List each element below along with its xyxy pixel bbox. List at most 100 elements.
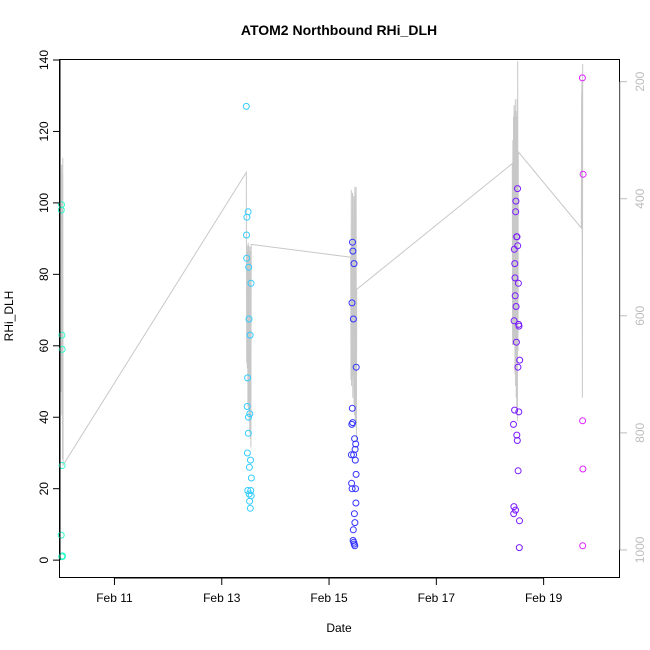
data-point — [351, 456, 359, 464]
data-point — [348, 485, 356, 493]
data-point — [510, 503, 518, 511]
y-axis-label: RHi_DLH — [2, 291, 16, 342]
data-point — [352, 363, 360, 371]
data-point — [514, 279, 522, 287]
series-1 — [57, 201, 66, 561]
data-point — [245, 263, 253, 271]
data-point — [515, 544, 523, 552]
series-3 — [347, 238, 360, 550]
x-tick-label: Feb 15 — [310, 591, 348, 605]
data-point — [352, 470, 360, 478]
data-point — [514, 363, 522, 371]
right-tick-label: 600 — [633, 305, 647, 325]
data-points-layer — [57, 74, 587, 561]
data-point — [57, 206, 65, 214]
y-tick-label: 100 — [37, 193, 51, 213]
data-point — [243, 403, 251, 410]
x-tick-label: Feb 17 — [418, 591, 456, 605]
data-point — [352, 440, 360, 448]
data-point — [510, 510, 518, 518]
data-point — [245, 315, 253, 323]
data-point — [516, 517, 523, 525]
data-point — [514, 242, 522, 250]
data-point — [347, 451, 355, 459]
data-point — [57, 531, 65, 539]
data-point — [243, 254, 251, 262]
data-point — [246, 504, 254, 512]
pressure-line — [60, 61, 584, 467]
data-point — [242, 102, 250, 110]
data-point — [58, 201, 65, 209]
axes-layer: 0 20 40 60 80 100 120 140 Feb 11 Feb 13 Feb 15 Feb … — [37, 50, 647, 605]
data-point — [244, 374, 252, 382]
data-point — [245, 463, 253, 471]
data-point — [349, 247, 357, 255]
data-point — [352, 485, 359, 493]
right-tick-label: 800 — [633, 423, 647, 443]
series-5 — [578, 74, 587, 550]
data-point — [513, 431, 521, 439]
data-point — [58, 462, 66, 469]
data-point — [579, 542, 587, 550]
data-point — [349, 238, 356, 246]
data-point — [247, 474, 255, 482]
data-point — [513, 437, 521, 444]
chart-title: ATOM2 Northbound RHi_DLH — [241, 22, 437, 38]
series-2 — [242, 102, 255, 512]
data-point — [351, 435, 359, 443]
y-tick-label: 0 — [37, 556, 51, 563]
data-point — [244, 429, 252, 437]
x-tick-label: Feb 13 — [203, 591, 241, 605]
data-point — [351, 445, 359, 453]
data-point — [515, 322, 523, 330]
y-tick-label: 40 — [37, 410, 51, 424]
data-point — [246, 410, 254, 418]
data-point — [511, 406, 519, 414]
data-point — [351, 542, 359, 550]
pressure-line-layer — [60, 61, 584, 467]
data-point — [513, 233, 521, 241]
data-point — [510, 317, 518, 325]
data-point — [244, 487, 252, 494]
y-tick-label: 20 — [37, 482, 51, 496]
data-point — [579, 465, 587, 473]
data-point — [578, 74, 586, 82]
data-point — [512, 506, 519, 514]
data-point — [58, 331, 66, 339]
data-point — [247, 456, 254, 464]
x-axis-label: Date — [326, 621, 352, 635]
data-point — [579, 170, 587, 178]
y-tick-label: 120 — [37, 121, 51, 141]
data-point — [243, 231, 250, 239]
data-point — [350, 260, 358, 268]
data-point — [245, 490, 253, 498]
y-tick-label: 60 — [37, 339, 51, 353]
data-point — [514, 185, 521, 193]
data-point — [512, 303, 520, 310]
data-point — [244, 208, 252, 216]
data-point — [351, 519, 359, 527]
x-tick-label: Feb 11 — [96, 591, 133, 605]
data-point — [512, 197, 520, 205]
data-point — [348, 404, 356, 412]
data-point — [516, 356, 524, 364]
right-tick-label: 400 — [633, 188, 647, 208]
data-point — [349, 419, 357, 427]
data-point — [352, 499, 360, 507]
data-point — [247, 487, 255, 494]
series-4 — [510, 185, 524, 552]
data-point — [349, 526, 357, 534]
data-point — [510, 420, 517, 428]
data-point — [511, 260, 519, 268]
data-point — [579, 417, 587, 425]
x-tick-label: Feb 19 — [525, 591, 563, 605]
data-point — [348, 299, 356, 307]
y-tick-label: 80 — [37, 267, 51, 281]
right-tick-label: 1000 — [633, 536, 647, 563]
data-point — [245, 413, 252, 421]
data-point — [350, 510, 358, 518]
data-point — [348, 479, 356, 487]
y-tick-label: 140 — [37, 50, 51, 70]
